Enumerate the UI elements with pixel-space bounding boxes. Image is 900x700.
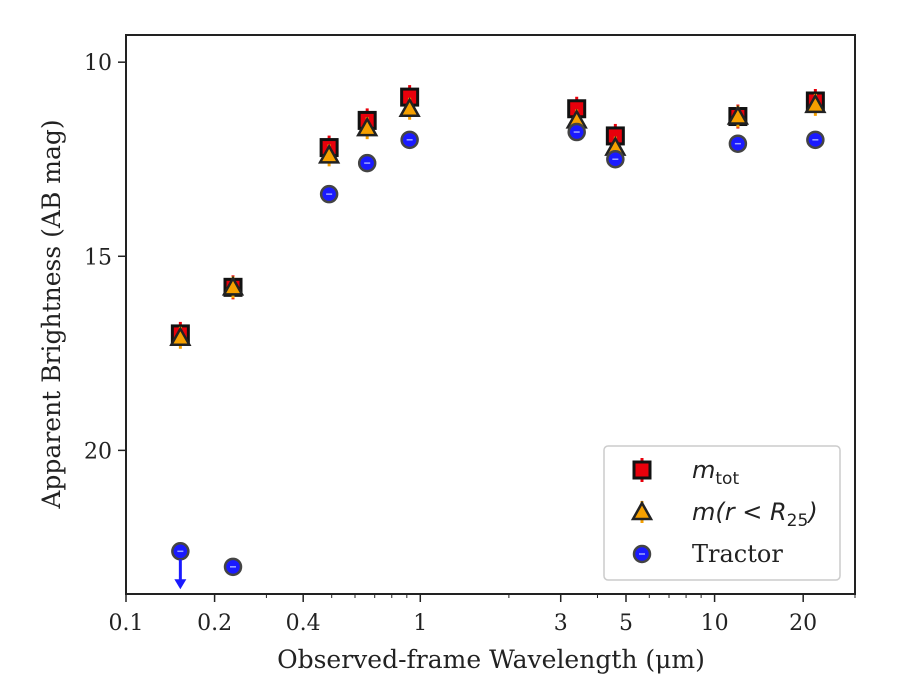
y-tick-label-2: 20 xyxy=(84,439,112,464)
x-tick-label-2: 0.4 xyxy=(286,611,321,636)
triangle-point-8 xyxy=(804,93,827,114)
x-tick-label-0: 0.1 xyxy=(109,611,144,636)
triangle-point-7 xyxy=(726,104,750,125)
plot-layer xyxy=(169,85,827,590)
axes-layer: 0.1 0.2 0.4 1 3 5 10 20 10 15 20 xyxy=(84,34,856,636)
x-tick-label-1: 0.2 xyxy=(197,611,232,636)
legend-entry-triangle: m(r < R25) xyxy=(630,498,818,531)
legend-label-circle: Tractor xyxy=(692,540,783,568)
x-tick-label-7: 20 xyxy=(789,611,817,636)
x-tick-label-3: 1 xyxy=(413,611,427,636)
y-axis-label: Apparent Brightness (AB mag) xyxy=(37,119,66,509)
x-axis-label: Observed-frame Wavelength (μm) xyxy=(277,645,705,674)
series-square xyxy=(170,85,825,346)
x-tick-label-4: 3 xyxy=(554,611,568,636)
legend-label-square: mtot xyxy=(692,456,739,489)
y-tick-label-0: 10 xyxy=(84,51,112,76)
triangle-point-3 xyxy=(356,116,379,137)
legend-entry-square: mtot xyxy=(632,456,739,489)
plot-frame xyxy=(125,34,856,595)
upper-limit-arrow-head xyxy=(174,579,187,590)
x-tick-label-5: 5 xyxy=(619,611,633,636)
legend-label-triangle: m(r < R25) xyxy=(692,498,818,531)
y-tick-label-1: 15 xyxy=(84,245,112,270)
triangle-point-0 xyxy=(169,326,192,347)
series-circle xyxy=(171,122,825,590)
triangle-point-4 xyxy=(398,97,421,118)
triangle-point-2 xyxy=(317,143,341,164)
legend-entry-circle: Tractor xyxy=(632,540,783,568)
legend-marker-triangle xyxy=(630,500,654,521)
legend-marker-square xyxy=(632,460,652,480)
x-tick-label-6: 10 xyxy=(701,611,729,636)
triangle-point-1 xyxy=(221,275,245,296)
legend-box xyxy=(603,445,841,581)
series-triangle xyxy=(169,93,827,349)
legend: mtot m(r < R25) Tractor xyxy=(603,445,841,581)
